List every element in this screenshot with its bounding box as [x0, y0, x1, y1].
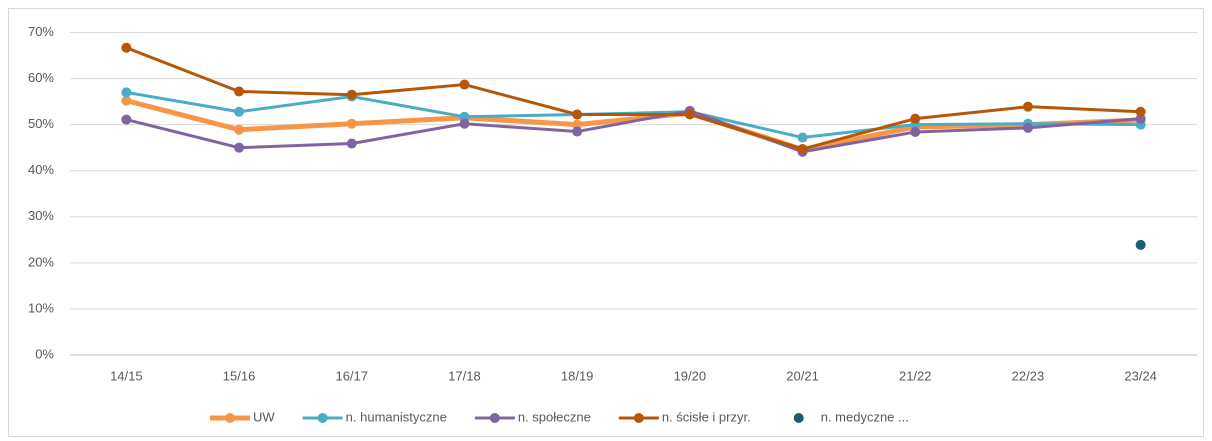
data-point — [572, 109, 583, 120]
y-tick-label: 20% — [28, 254, 54, 269]
data-point — [121, 42, 132, 53]
data-point — [121, 114, 132, 125]
series-line — [125, 109, 1141, 154]
legend-marker — [225, 413, 235, 423]
data-point — [684, 109, 695, 120]
legend-label: n. medyczne ... — [821, 409, 909, 424]
legend-marker — [793, 413, 804, 423]
x-tick-label: 18/19 — [561, 368, 594, 383]
data-point — [1022, 101, 1033, 112]
data-point — [572, 126, 583, 137]
data-point — [910, 127, 921, 138]
legend-marker — [489, 413, 500, 423]
data-point — [346, 138, 357, 149]
x-tick-label: 16/17 — [335, 368, 368, 383]
legend-marker — [317, 413, 328, 423]
y-tick-label: 40% — [28, 162, 54, 177]
data-point — [797, 132, 808, 143]
data-point — [346, 118, 357, 129]
legend-label: n. społeczne — [518, 409, 591, 424]
x-tick-label: 23/24 — [1124, 368, 1157, 383]
y-tick-label: 50% — [28, 116, 54, 131]
x-tick-label: 14/15 — [110, 368, 143, 383]
data-point — [121, 95, 132, 106]
data-point — [121, 87, 132, 98]
y-tick-label: 70% — [28, 24, 54, 39]
x-tick-label: 17/18 — [448, 368, 481, 383]
legend-marker — [633, 413, 644, 423]
data-point — [910, 113, 921, 124]
data-point — [1022, 122, 1033, 133]
series-line — [125, 98, 1141, 153]
data-point — [459, 79, 470, 90]
series-line — [125, 46, 1141, 151]
y-tick-label: 30% — [28, 208, 54, 223]
data-point — [234, 106, 245, 117]
legend-label: n. ścisłe i przyr. — [662, 409, 751, 424]
data-point — [234, 124, 245, 135]
data-point — [234, 142, 245, 153]
y-tick-label: 10% — [28, 300, 54, 315]
x-tick-label: 20/21 — [786, 368, 819, 383]
data-point — [234, 86, 245, 97]
x-tick-label: 15/16 — [223, 368, 256, 383]
data-point — [346, 89, 357, 100]
y-tick-label: 60% — [28, 70, 54, 85]
data-point — [1135, 239, 1146, 250]
data-point — [459, 111, 470, 122]
data-point — [1135, 106, 1146, 117]
x-tick-label: 21/22 — [899, 368, 932, 383]
x-tick-label: 22/23 — [1012, 368, 1045, 383]
data-point — [797, 144, 808, 155]
legend-label: UW — [253, 409, 275, 424]
x-tick-label: 19/20 — [674, 368, 707, 383]
data-point — [459, 118, 470, 129]
y-tick-label: 0% — [35, 346, 54, 361]
legend-label: n. humanistyczne — [346, 409, 447, 424]
data-point — [1135, 113, 1146, 124]
data-point — [572, 119, 583, 130]
